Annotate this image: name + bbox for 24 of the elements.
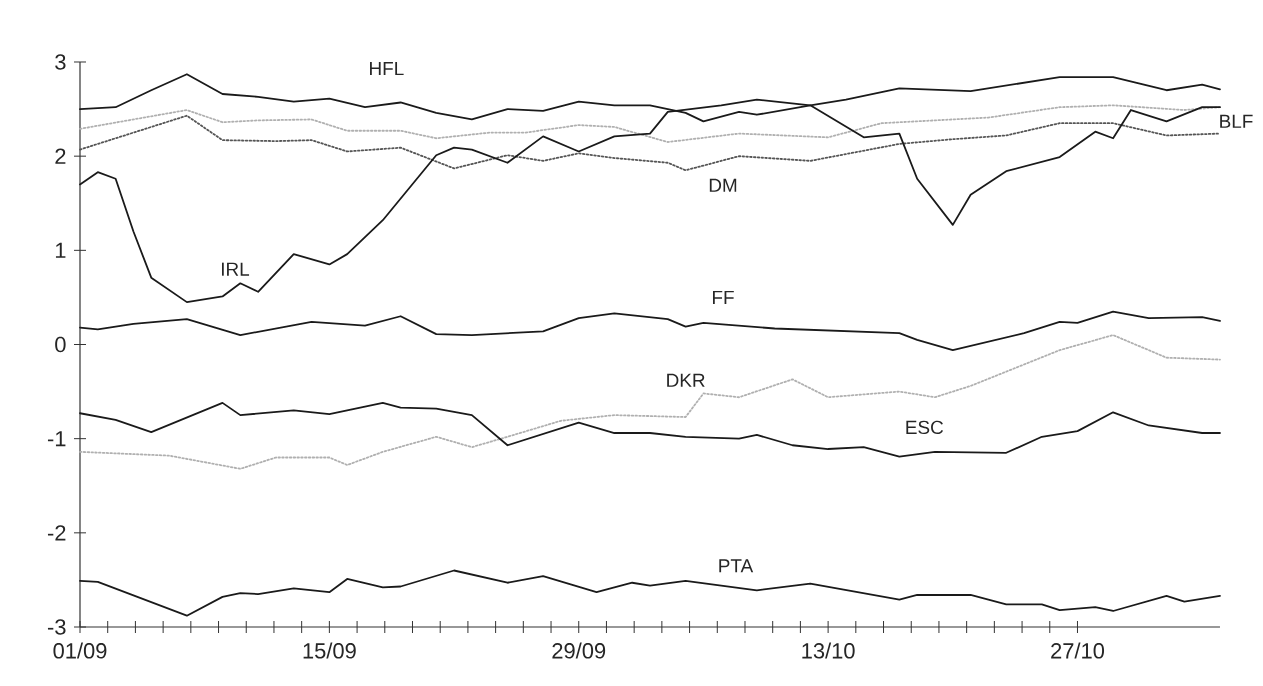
series-label: FF <box>713 290 734 304</box>
y-tick-label: -1 <box>47 431 66 447</box>
series-label: DM <box>709 178 737 192</box>
series-label: IRL <box>221 262 250 276</box>
x-tick-label: 29/09 <box>552 642 606 659</box>
y-tick-label: -2 <box>47 525 66 541</box>
x-tick-label: 01/09 <box>53 642 107 659</box>
y-tick-label: 2 <box>55 148 66 164</box>
line-series <box>79 401 1221 458</box>
line-series <box>79 114 1221 172</box>
series-label: HFL <box>370 62 404 76</box>
y-tick-label: 0 <box>55 336 66 353</box>
y-tick-label: -3 <box>47 619 66 635</box>
y-tick-label: 1 <box>55 242 66 258</box>
line-series <box>79 334 1221 470</box>
series-label: PTA <box>719 559 754 573</box>
line-series <box>79 310 1221 352</box>
y-tick-label: 3 <box>55 54 66 70</box>
x-tick-label: 15/09 <box>303 642 356 659</box>
x-tick-label: 27/10 <box>1051 642 1105 659</box>
x-tick-label: 13/10 <box>802 642 855 659</box>
series-label: ESC <box>906 420 944 435</box>
series-label: DKR <box>667 373 705 387</box>
series-label: BLF <box>1220 114 1253 128</box>
